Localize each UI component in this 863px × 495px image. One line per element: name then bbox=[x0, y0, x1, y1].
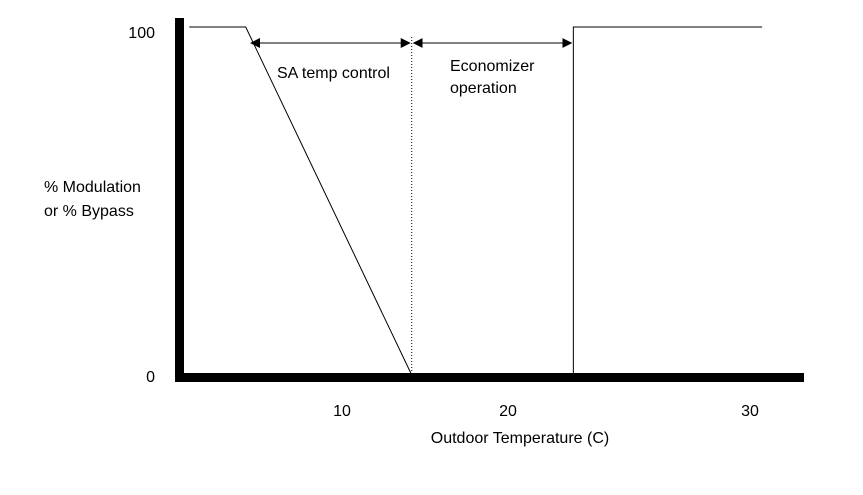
y-axis bbox=[175, 18, 184, 382]
y-tick-label: 100 bbox=[128, 25, 155, 42]
series-line-2 bbox=[572, 26, 763, 375]
x-axis-label: Outdoor Temperature (C) bbox=[431, 430, 609, 447]
x-tick-label: 30 bbox=[741, 403, 759, 420]
annotation-operation: operation bbox=[450, 80, 517, 97]
y-axis-label: or % Bypass bbox=[44, 203, 134, 220]
x-tick-label: 20 bbox=[499, 403, 517, 420]
x-tick-label: 10 bbox=[333, 403, 351, 420]
series-line-1 bbox=[189, 26, 413, 376]
y-tick-label: 0 bbox=[146, 369, 155, 386]
y-axis-label: % Modulation bbox=[44, 179, 141, 196]
annotation-sa-temp-control: SA temp control bbox=[277, 65, 390, 82]
x-axis bbox=[175, 373, 804, 382]
annotation-economizer: Economizer bbox=[450, 58, 535, 75]
